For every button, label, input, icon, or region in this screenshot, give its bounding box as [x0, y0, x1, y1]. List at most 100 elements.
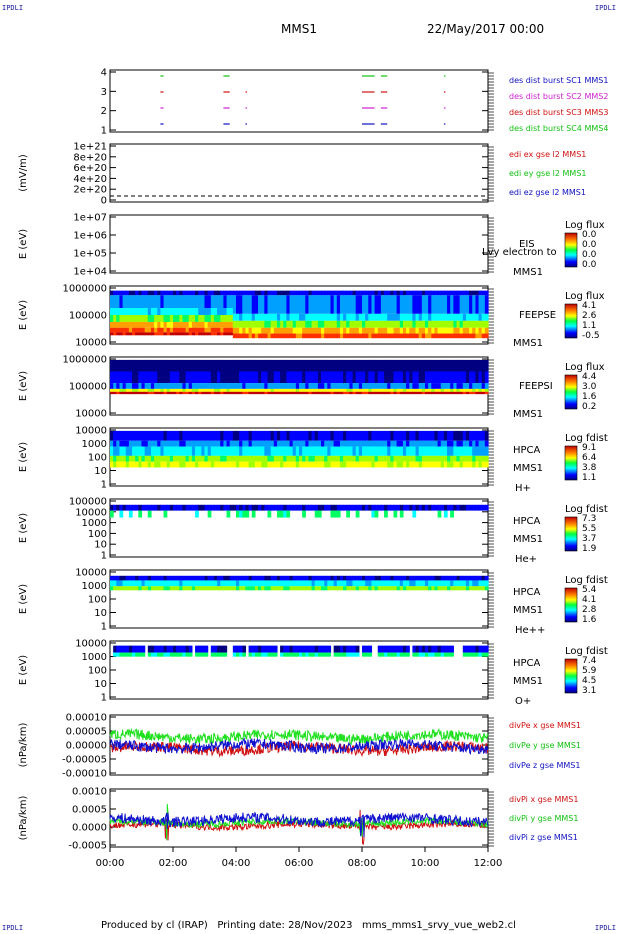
spectrogram-cell [226, 371, 231, 384]
spectrogram-cell [239, 575, 243, 581]
spectrogram-cell [138, 295, 143, 309]
spectrogram-cell [270, 586, 275, 591]
spectrogram-cell [308, 455, 313, 462]
spectrogram-cell [229, 290, 234, 296]
spectrogram-cell [440, 652, 445, 657]
spectrogram-cell [135, 290, 139, 296]
spectrogram-cell [450, 455, 454, 462]
spectrogram-cell [163, 446, 168, 456]
spectrogram-cell [292, 575, 297, 581]
spectrogram-cell [236, 290, 240, 296]
spectrogram-cell [119, 645, 124, 653]
spectrogram-cell [365, 295, 369, 314]
spectrogram-cell [217, 359, 221, 372]
spectrogram-cell [166, 446, 171, 456]
spectrogram-cell [425, 645, 429, 653]
spectrogram-cell [292, 430, 297, 441]
spectrogram-cell [437, 295, 442, 314]
spectrogram-cell [362, 313, 366, 321]
spectrogram-cell [141, 359, 146, 372]
spectrogram-cell [270, 359, 275, 372]
spectrogram-cell [191, 455, 196, 462]
spectrogram-cell [412, 327, 417, 334]
spectrogram-cell [254, 333, 259, 339]
spectrogram-cell [412, 430, 417, 441]
spectrogram-cell [450, 504, 454, 511]
spectrogram-cell [478, 575, 483, 581]
spectrogram-cell [459, 504, 464, 511]
spectrogram-cell [236, 327, 240, 334]
spectrogram-cell [412, 586, 417, 591]
spectrogram-cell [128, 645, 133, 653]
spectrogram-cell [160, 290, 165, 296]
spectrogram-cell [132, 327, 136, 333]
spectrogram-cell [450, 430, 454, 441]
legend-entry: edi ey gse l2 MMS1 [509, 169, 587, 178]
spectrogram-cell [113, 440, 117, 447]
spectrogram-cell [261, 645, 265, 653]
spectrogram-cell [459, 391, 464, 395]
spectrogram-cell [299, 586, 303, 591]
spectrogram-cell [179, 295, 184, 309]
spectrogram-cell [469, 320, 473, 328]
spectrogram-cell [210, 461, 215, 468]
spectrogram-cell [154, 327, 158, 333]
spectrogram-cell [195, 315, 199, 322]
spectrogram-cell [220, 371, 224, 384]
spectrogram-cell [132, 580, 136, 587]
spectrogram-cell [254, 461, 259, 468]
y-tick-label: 0.00005 [66, 727, 107, 738]
spectrogram-cell [481, 391, 486, 395]
spectrogram-cell [346, 391, 350, 395]
spectrogram-cell [406, 504, 410, 511]
spectrogram-cell [223, 308, 228, 315]
spectrogram-cell [352, 383, 357, 389]
spectrogram-cell [213, 383, 218, 389]
spectrogram-cell [116, 455, 121, 462]
spectrogram-cell [469, 333, 473, 339]
spectrogram-cell [173, 645, 177, 653]
spectrogram-cell [116, 332, 121, 336]
spectrogram-cell [254, 327, 259, 334]
spectrogram-cell [447, 446, 451, 456]
spectrogram-cell [443, 455, 448, 462]
spectrogram-cell [276, 359, 281, 372]
spectrogram-cell [119, 446, 124, 456]
spectrogram-cell [396, 295, 401, 314]
spectrogram-cell [273, 295, 278, 314]
spectrogram-cell [125, 645, 130, 653]
spectrogram-cell [122, 371, 127, 384]
spectrogram-cell [169, 461, 174, 468]
spectrogram-cell [138, 332, 143, 336]
spectrogram-cell [232, 371, 237, 384]
spectrogram-cell [484, 430, 489, 441]
spectrogram-cell [374, 575, 379, 581]
spectrogram-cell [242, 333, 247, 339]
spectrogram-cell [425, 313, 429, 321]
spectrogram-cell [213, 504, 218, 511]
spectrogram-cell [484, 383, 489, 389]
spectrogram-cell [141, 315, 146, 322]
spectrogram-cell [185, 388, 190, 392]
spectrogram-cell [251, 383, 256, 389]
spectrogram-cell [368, 446, 373, 456]
spectrogram-cell [380, 645, 385, 653]
spectrogram-cell [198, 652, 202, 657]
spectrogram-cell [280, 440, 284, 447]
spectrogram-cell [280, 652, 284, 657]
spectrogram-cell [456, 327, 461, 334]
spectrogram-cell [116, 327, 121, 333]
spectrogram-cell [418, 295, 423, 314]
panel-divpi [109, 788, 494, 848]
spectrogram-cell [380, 388, 385, 392]
spectrogram-cell [387, 313, 391, 321]
spectrogram-cell [239, 440, 243, 447]
spectrogram-cell [393, 430, 398, 441]
spectrogram-cell [220, 308, 224, 315]
spectrogram-cell [160, 430, 165, 441]
spectrogram-cell [154, 388, 158, 392]
spectrogram-cell [358, 580, 363, 587]
spectrogram-cell [421, 333, 426, 339]
spectrogram-cell [232, 440, 237, 447]
spectrogram-cell [425, 580, 429, 587]
